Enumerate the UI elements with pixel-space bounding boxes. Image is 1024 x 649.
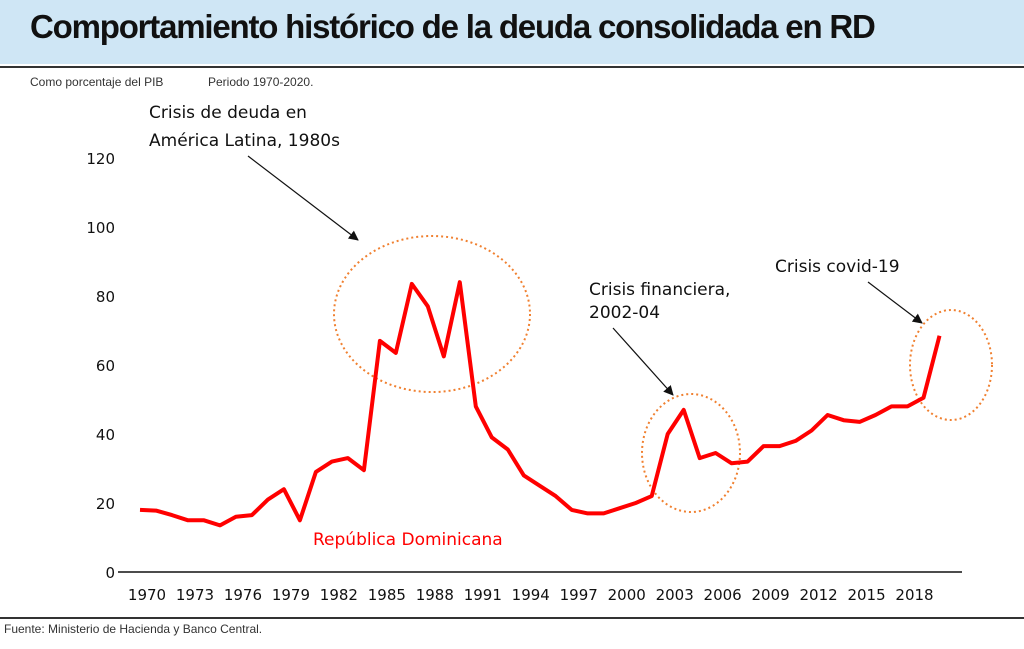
- chart-subtitle-units: Como porcentaje del PIB: [30, 75, 164, 89]
- y-tick-label: 40: [96, 426, 115, 444]
- source-note: Fuente: Ministerio de Hacienda y Banco C…: [4, 622, 263, 636]
- x-tick-label: 2015: [847, 586, 885, 604]
- x-tick-label: 1994: [512, 586, 550, 604]
- y-tick-label: 120: [86, 150, 115, 168]
- x-tick-label: 2003: [656, 586, 694, 604]
- highlight-covid-crisis: [909, 309, 993, 421]
- top-rule: [0, 66, 1024, 68]
- chart-subtitle-period: Periodo 1970-2020.: [208, 75, 314, 89]
- annotation-financial-crisis-line1: Crisis financiera,: [589, 280, 730, 300]
- x-tick-label: 1982: [320, 586, 358, 604]
- annotation-financial-crisis: Crisis financiera, 2002-04: [589, 280, 730, 396]
- annotation-financial-crisis-arrow: [612, 327, 674, 396]
- x-tick-label: 1988: [416, 586, 454, 604]
- y-tick-label: 60: [96, 357, 115, 375]
- x-tick-label: 2018: [895, 586, 933, 604]
- x-tick-label: 1979: [272, 586, 310, 604]
- series-label: República Dominicana: [313, 530, 503, 550]
- bottom-rule: [0, 617, 1024, 619]
- x-tick-label: 1976: [224, 586, 262, 604]
- y-tick-label: 80: [96, 288, 115, 306]
- title-band: [0, 0, 1024, 64]
- x-tick-label: 2006: [704, 586, 742, 604]
- annotation-financial-crisis-line2: 2002-04: [589, 303, 660, 323]
- highlight-1980s-debt-crisis: [333, 235, 531, 393]
- annotation-debt-crisis-arrow: [247, 155, 359, 241]
- crisis-highlights: [333, 235, 993, 513]
- y-axis-ticks: 0 20 40 60 80 100 120: [86, 150, 115, 582]
- x-tick-label: 1991: [464, 586, 502, 604]
- x-tick-label: 2000: [608, 586, 646, 604]
- x-tick-label: 1970: [128, 586, 166, 604]
- highlight-2002-04-financial-crisis: [641, 393, 741, 513]
- annotation-covid-crisis: Crisis covid-19: [775, 257, 923, 324]
- annotation-covid-crisis-line1: Crisis covid-19: [775, 257, 900, 277]
- chart-title: Comportamiento histórico de la deuda con…: [30, 8, 876, 45]
- annotation-covid-crisis-arrow: [867, 281, 923, 324]
- x-tick-label: 2009: [752, 586, 790, 604]
- y-tick-label: 20: [96, 495, 115, 513]
- annotation-debt-crisis-line1: Crisis de deuda en: [149, 103, 307, 123]
- annotation-debt-crisis: Crisis de deuda en América Latina, 1980s: [149, 103, 359, 241]
- x-tick-label: 1973: [176, 586, 214, 604]
- y-tick-label: 100: [86, 219, 115, 237]
- series-line-republica-dominicana: [139, 280, 942, 528]
- y-tick-label: 0: [105, 564, 115, 582]
- x-tick-label: 1985: [368, 586, 406, 604]
- annotation-debt-crisis-line2: América Latina, 1980s: [149, 131, 340, 151]
- x-tick-label: 2012: [799, 586, 837, 604]
- x-tick-label: 1997: [560, 586, 598, 604]
- x-axis-ticks: 1970 1973 1976 1979 1982 1985 1988 1991 1994 1997…: [128, 586, 934, 604]
